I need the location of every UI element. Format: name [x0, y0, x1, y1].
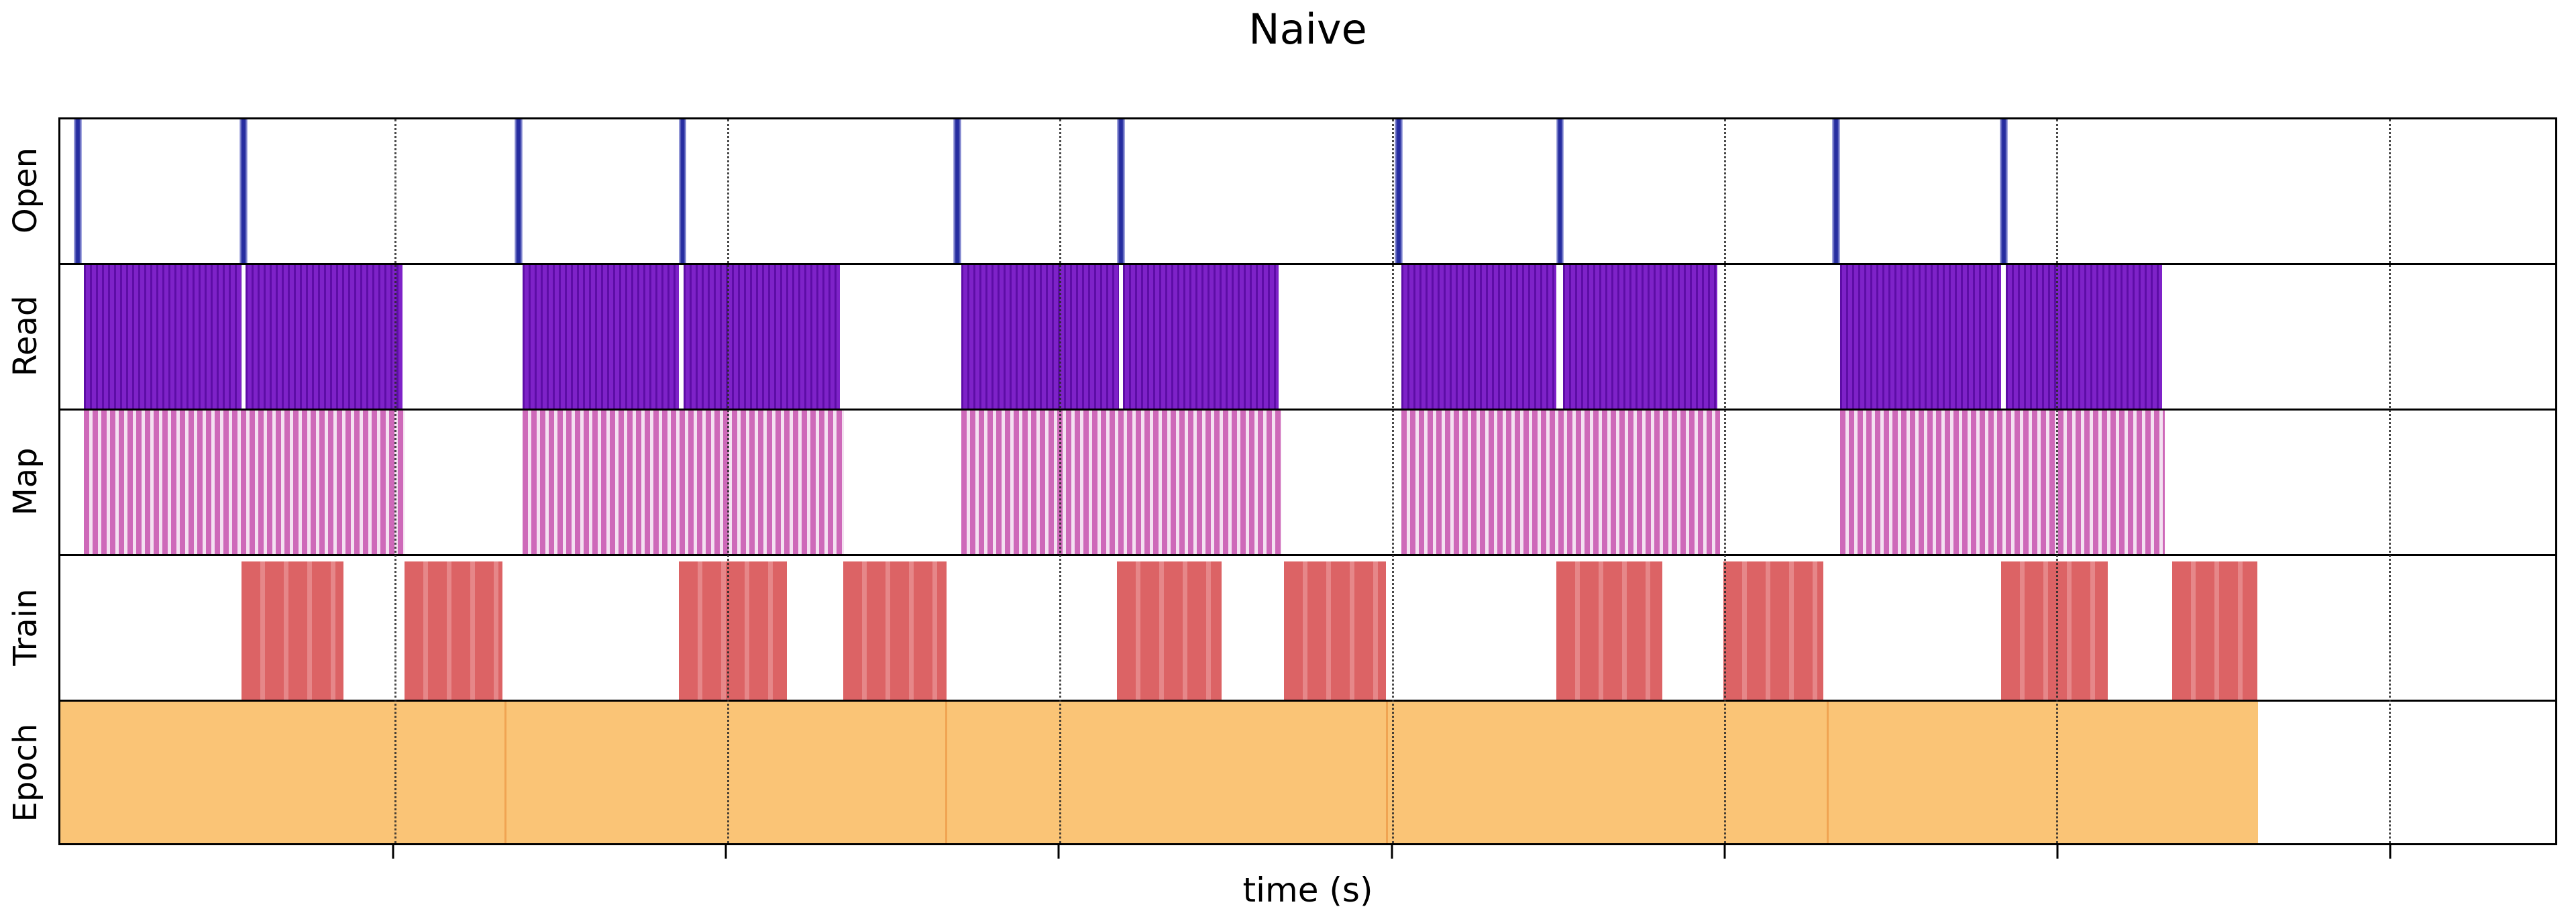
open-bar [514, 119, 523, 263]
y-axis-label-open: Open [7, 147, 44, 233]
row-train [60, 556, 2555, 702]
read-bar [961, 265, 1120, 409]
epoch-bar [1385, 702, 1827, 843]
x-gridline [1723, 119, 1726, 843]
read-bar [1123, 265, 1279, 409]
x-gridline [394, 119, 397, 843]
row-read [60, 265, 2555, 411]
row-open [60, 119, 2555, 265]
train-bar [1723, 561, 1823, 700]
x-gridline [1391, 119, 1394, 843]
train-bar [843, 561, 947, 700]
train-bar [679, 561, 788, 700]
read-bar [2006, 265, 2162, 409]
x-tick [392, 844, 394, 859]
open-bar [1556, 119, 1564, 263]
train-bar [405, 561, 502, 700]
epoch-bar [504, 702, 945, 843]
x-gridline [2388, 119, 2391, 843]
x-tick [1723, 844, 1726, 859]
x-gridline [2056, 119, 2059, 843]
open-bar [2000, 119, 2008, 263]
train-bar [2171, 561, 2257, 700]
train-bar [241, 561, 344, 700]
open-bar [1831, 119, 1840, 263]
open-bar [239, 119, 248, 263]
open-bar [1117, 119, 1126, 263]
epoch-bar [945, 702, 1386, 843]
x-gridline [727, 119, 729, 843]
read-bar [684, 265, 841, 409]
map-bar [1839, 411, 2165, 554]
train-bar [2001, 561, 2108, 700]
x-axis-label: time (s) [1242, 871, 1373, 910]
map-bar [83, 411, 405, 554]
open-bar [1394, 119, 1403, 263]
chart-title: Naive [1248, 5, 1367, 54]
row-epoch [60, 702, 2555, 843]
open-bar [74, 119, 82, 263]
read-bar [1562, 265, 1718, 409]
x-tick [724, 844, 727, 859]
train-bar [1117, 561, 1222, 700]
open-bar [678, 119, 687, 263]
train-bar [1556, 561, 1662, 700]
epoch-bar [1826, 702, 2258, 843]
x-tick [2389, 844, 2392, 859]
x-gridline [1059, 119, 1062, 843]
y-axis-label-epoch: Epoch [7, 723, 44, 822]
read-bar [245, 265, 403, 409]
open-bar [953, 119, 961, 263]
read-bar [1401, 265, 1557, 409]
y-axis-label-map: Map [7, 447, 44, 516]
read-bar [1839, 265, 2002, 409]
rows-container [60, 119, 2555, 843]
row-map [60, 411, 2555, 556]
epoch-bar [60, 702, 504, 843]
y-axis-label-train: Train [7, 588, 44, 666]
x-tick [2056, 844, 2059, 859]
read-bar [83, 265, 241, 409]
x-tick [1391, 844, 1393, 859]
train-bar [1283, 561, 1386, 700]
x-tick [1057, 844, 1060, 859]
map-bar [1401, 411, 1721, 554]
map-bar [522, 411, 845, 554]
y-axis-label-read: Read [7, 295, 44, 376]
plot-area [58, 117, 2557, 845]
map-bar [961, 411, 1282, 554]
read-bar [522, 265, 680, 409]
